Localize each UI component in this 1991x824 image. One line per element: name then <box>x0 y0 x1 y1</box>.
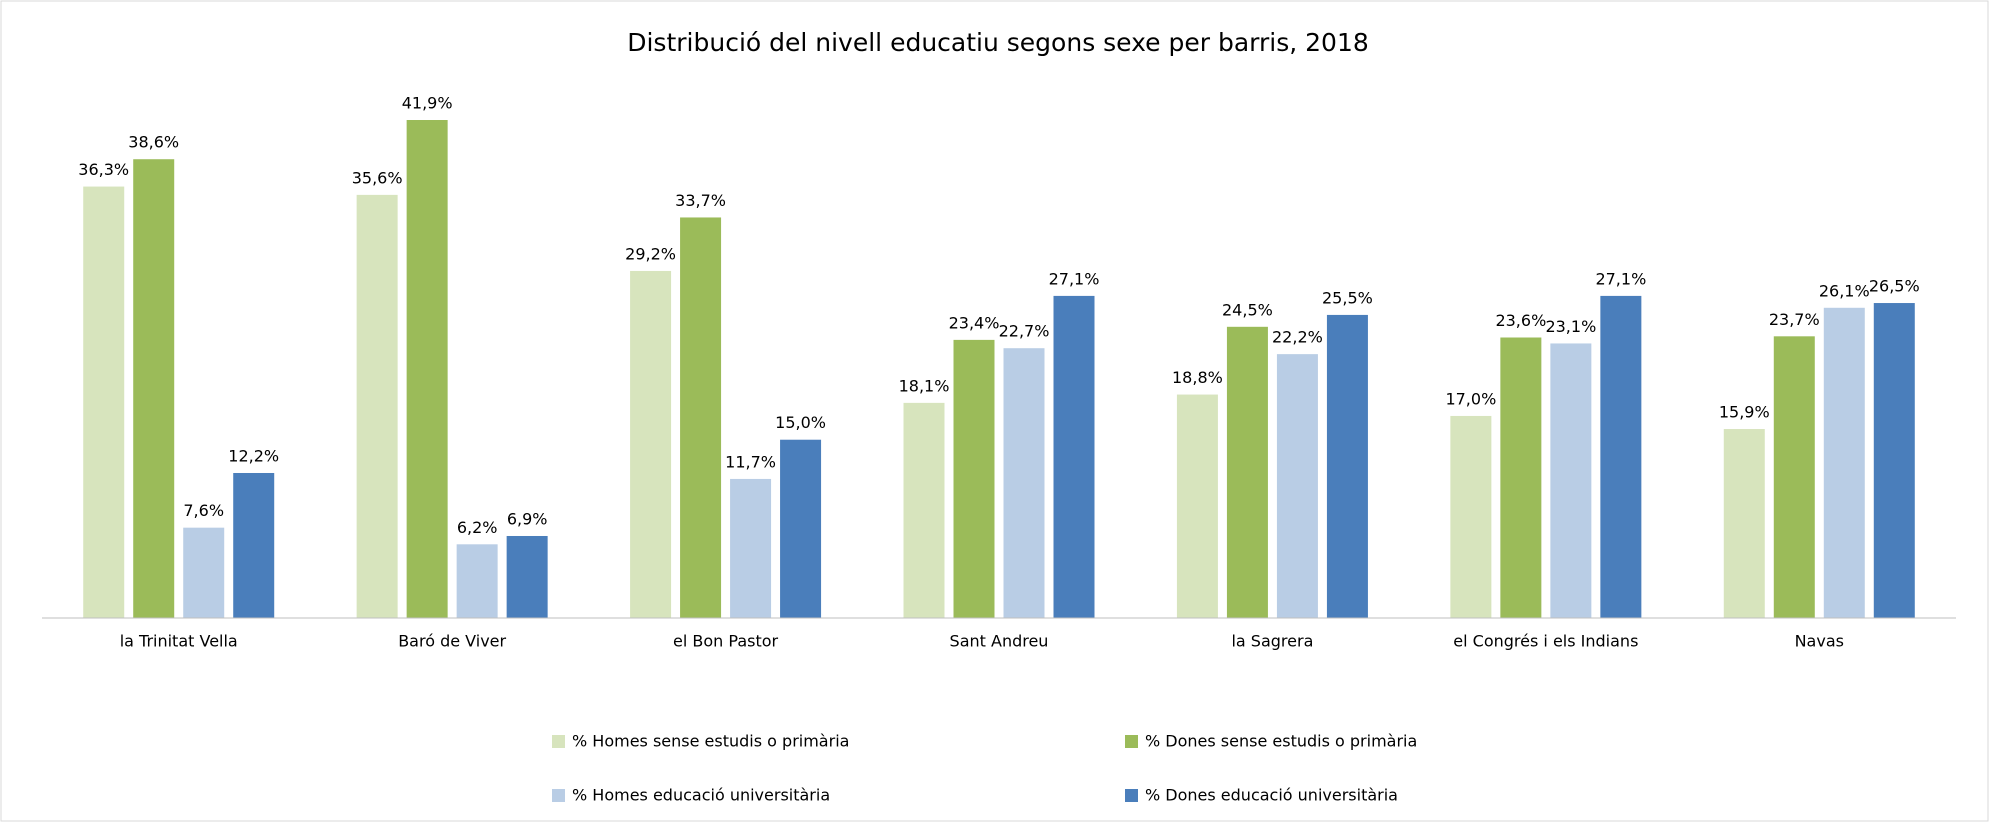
data-label: 15,9% <box>1719 403 1770 422</box>
bar <box>133 159 175 618</box>
bar <box>630 270 672 618</box>
bar <box>1326 314 1368 618</box>
legend-label: % Dones sense estudis o primària <box>1145 732 1417 751</box>
data-label: 33,7% <box>675 191 726 210</box>
bar <box>356 194 398 618</box>
data-label: 15,0% <box>775 413 826 432</box>
bar <box>1823 307 1865 618</box>
data-label: 23,6% <box>1495 311 1546 330</box>
bar <box>1500 337 1542 618</box>
data-label: 22,7% <box>999 322 1050 341</box>
data-label: 23,1% <box>1545 317 1596 336</box>
bar <box>183 527 225 618</box>
bar <box>730 478 772 618</box>
data-label: 7,6% <box>183 501 224 520</box>
data-label: 36,3% <box>78 160 129 179</box>
data-label: 38,6% <box>128 133 179 152</box>
data-label: 25,5% <box>1322 288 1373 307</box>
data-label: 18,1% <box>899 376 950 395</box>
bar <box>953 339 995 618</box>
chart-title: Distribució del nivell educatiu segons s… <box>627 28 1369 57</box>
data-label: 23,4% <box>949 313 1000 332</box>
data-label: 24,5% <box>1222 300 1273 319</box>
bar <box>456 544 498 618</box>
data-label: 35,6% <box>352 168 403 187</box>
data-label: 41,9% <box>402 94 453 113</box>
legend-label: % Homes sense estudis o primària <box>572 732 849 751</box>
x-tick-label: Baró de Viver <box>398 632 506 651</box>
data-label: 18,8% <box>1172 368 1223 387</box>
data-label: 23,7% <box>1769 310 1820 329</box>
x-tick-label: Sant Andreu <box>950 632 1049 651</box>
bar <box>1053 295 1095 618</box>
bar <box>1600 295 1642 618</box>
bar <box>233 472 275 618</box>
bar <box>506 535 548 618</box>
x-tick-label: el Congrés i els Indians <box>1453 632 1638 651</box>
data-label: 11,7% <box>725 452 776 471</box>
bar <box>1550 343 1592 618</box>
bar <box>83 186 125 618</box>
data-label: 12,2% <box>228 446 279 465</box>
data-label: 22,2% <box>1272 328 1323 347</box>
legend-swatch <box>1125 735 1138 748</box>
legend-label: % Homes educació universitària <box>572 786 830 805</box>
bar <box>1226 326 1268 618</box>
bar <box>780 439 822 618</box>
bar <box>903 402 945 618</box>
data-label: 27,1% <box>1595 269 1646 288</box>
data-label: 6,9% <box>507 509 548 528</box>
bar <box>1723 429 1765 618</box>
data-label: 26,5% <box>1869 277 1920 296</box>
data-label: 29,2% <box>625 244 676 263</box>
bar <box>1176 394 1218 618</box>
legend-swatch <box>552 735 565 748</box>
legend-swatch <box>552 789 565 802</box>
bar <box>1873 303 1915 618</box>
x-tick-label: Navas <box>1795 632 1844 651</box>
legend-label: % Dones educació universitària <box>1145 786 1398 805</box>
x-tick-label: el Bon Pastor <box>673 632 779 651</box>
bar <box>1450 415 1492 618</box>
bar <box>680 217 722 618</box>
legend-swatch <box>1125 789 1138 802</box>
bar <box>1003 348 1045 618</box>
x-tick-label: la Sagrera <box>1231 632 1313 651</box>
bar <box>1276 354 1318 618</box>
data-label: 17,0% <box>1445 389 1496 408</box>
x-tick-label: la Trinitat Vella <box>120 632 238 651</box>
bar <box>1773 336 1815 618</box>
data-label: 27,1% <box>1049 269 1100 288</box>
data-label: 6,2% <box>457 518 498 537</box>
data-label: 26,1% <box>1819 281 1870 300</box>
bar <box>406 120 448 618</box>
